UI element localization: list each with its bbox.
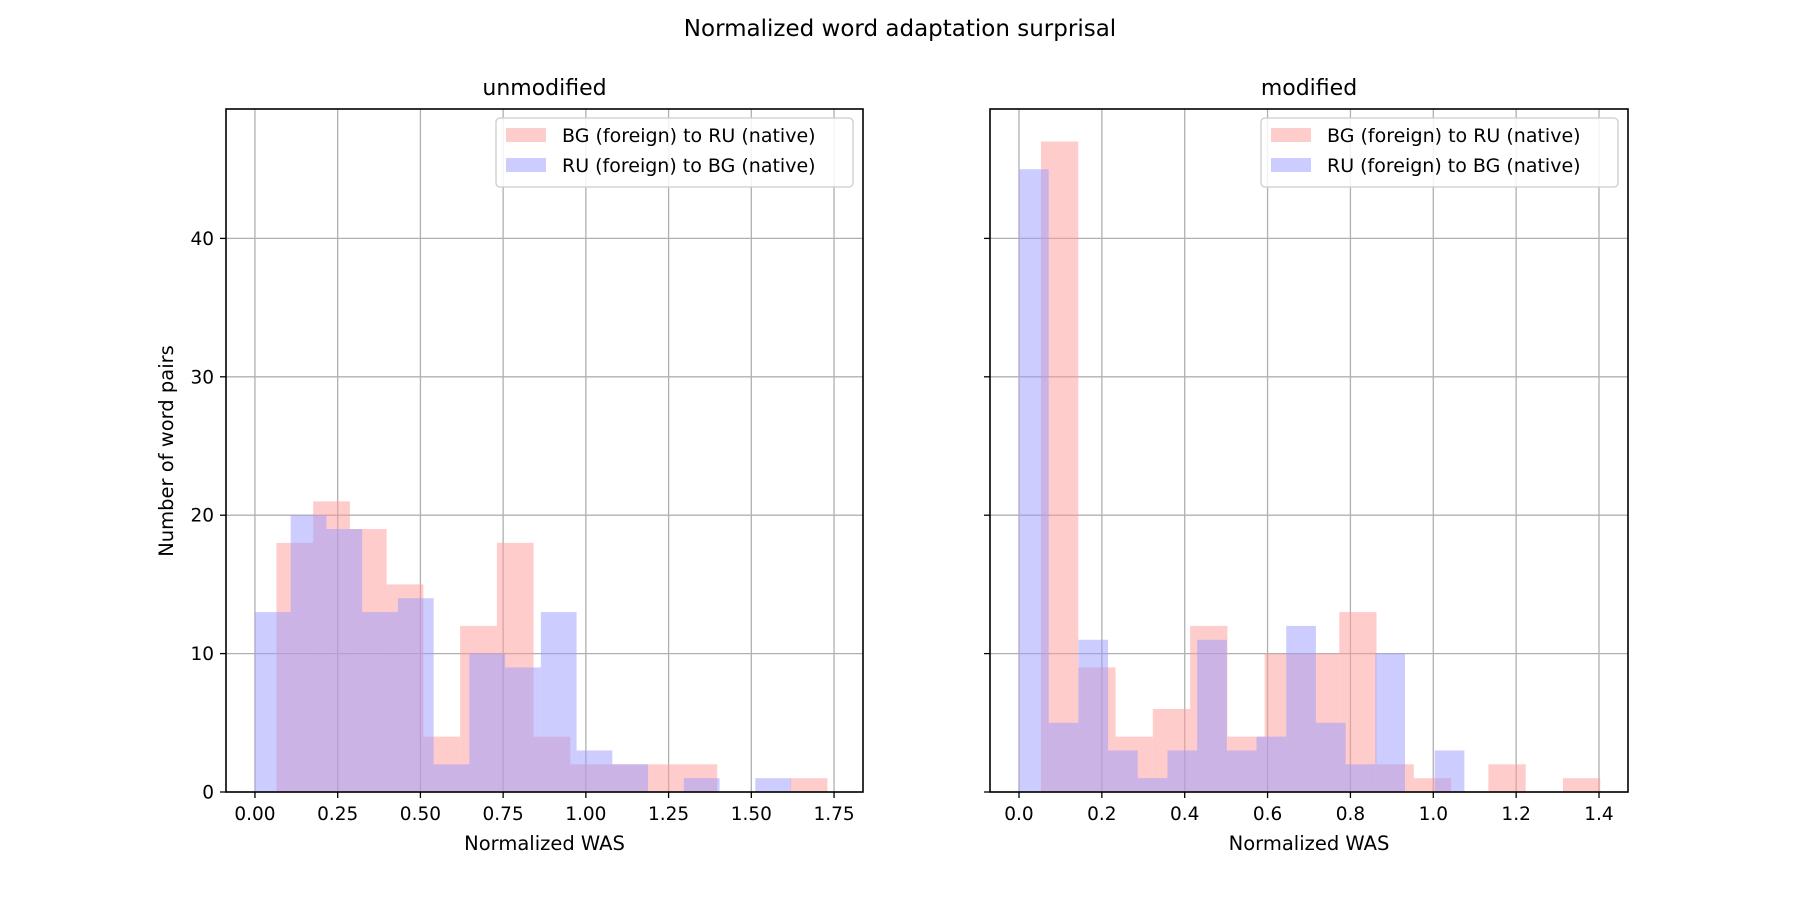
- histogram-bar: [1019, 169, 1049, 793]
- histogram-bar: [1048, 722, 1079, 792]
- legend-swatch: [506, 158, 546, 172]
- legend-label: BG (foreign) to RU (native): [562, 125, 816, 147]
- histogram-bar: [326, 529, 363, 792]
- histogram-bar: [540, 612, 577, 792]
- histogram-bar: [254, 612, 291, 792]
- histogram-bar: [1256, 736, 1287, 792]
- x-tick-label: 0.8: [1336, 804, 1365, 825]
- x-tick-label: 1.25: [648, 804, 689, 825]
- histogram-bar: [469, 653, 506, 792]
- x-tick-label: 0.2: [1087, 804, 1116, 825]
- y-tick-label: 40: [190, 229, 214, 250]
- series-ru_to_bg: [1019, 169, 1465, 793]
- legend-label: RU (foreign) to BG (native): [1327, 155, 1581, 177]
- histogram-bar: [505, 667, 541, 792]
- panel-unmodified: 0.00 0.25 0.50 0.75 1.00 1.25 1.50 1.75 0 10 20 30 4…: [190, 76, 864, 855]
- panel-title: unmodified: [482, 76, 606, 101]
- histogram-bar: [1167, 750, 1198, 792]
- legend-swatch: [1271, 128, 1311, 142]
- legend-swatch: [506, 128, 546, 142]
- histogram-bar: [790, 778, 828, 792]
- histogram-bar: [1197, 639, 1227, 792]
- x-tick-label: 0.50: [400, 804, 441, 825]
- histogram-bar: [576, 750, 613, 792]
- histogram-bar: [1078, 639, 1109, 792]
- legend: BG (foreign) to RU (native) RU (foreign) …: [1260, 117, 1619, 188]
- x-tick-label: 0.75: [483, 804, 524, 825]
- legend-frame: [495, 117, 854, 188]
- histogram-bar: [755, 778, 792, 792]
- histogram-bar: [1137, 778, 1168, 792]
- histogram-bar: [1375, 653, 1405, 792]
- legend-frame: [1260, 117, 1619, 188]
- histogram-bar: [1434, 750, 1465, 792]
- axes-frame: [989, 108, 1629, 793]
- x-tick-label: 1.0: [1419, 804, 1448, 825]
- histogram-bar: [612, 764, 649, 792]
- histogram-bar: [1488, 764, 1526, 792]
- x-axis-label: Normalized WAS: [464, 832, 625, 855]
- x-tick-label: 0.00: [234, 804, 275, 825]
- histogram-bar: [362, 612, 398, 792]
- y-tick-label: 10: [190, 644, 214, 665]
- histogram-bar: [1286, 625, 1316, 792]
- axes-frame: [225, 108, 864, 793]
- y-tick-label: 0: [202, 783, 214, 804]
- x-tick-label: 1.50: [731, 804, 772, 825]
- y-tick-label: 30: [190, 367, 214, 388]
- histogram-bar: [1108, 750, 1138, 792]
- x-tick-label: 0.6: [1253, 804, 1282, 825]
- x-tick-label: 0.25: [317, 804, 358, 825]
- figure-title: Normalized word adaptation surprisal: [684, 16, 1116, 42]
- legend-label: BG (foreign) to RU (native): [1327, 125, 1581, 147]
- legend-swatch: [1271, 158, 1311, 172]
- x-tick-label: 1.00: [565, 804, 606, 825]
- series-ru_to_bg: [254, 515, 792, 792]
- histogram-bar: [1562, 778, 1601, 792]
- histogram-bar: [433, 764, 470, 792]
- x-tick-label: 0.4: [1170, 804, 1199, 825]
- x-tick-label: 1.75: [813, 804, 854, 825]
- histogram-bar: [1226, 750, 1257, 792]
- histogram-bar: [1345, 764, 1376, 792]
- x-tick-label: 1.2: [1501, 804, 1530, 825]
- y-tick-label: 20: [190, 506, 214, 527]
- y-axis-label: Number of word pairs: [155, 345, 178, 557]
- histogram-bar: [397, 598, 434, 792]
- x-tick-label: 1.4: [1584, 804, 1613, 825]
- x-axis-label: Normalized WAS: [1229, 832, 1390, 855]
- histogram-bar: [683, 778, 720, 792]
- panel-title: modified: [1261, 76, 1357, 101]
- histogram-bar: [290, 515, 327, 792]
- histogram-bar: [643, 764, 681, 792]
- panel-modified: 0.0 0.2 0.4 0.6 0.8 1.0 1.2 1.4 modified Normaliz…: [984, 76, 1629, 855]
- x-tick-label: 0.0: [1004, 804, 1033, 825]
- legend: BG (foreign) to RU (native) RU (foreign) …: [495, 117, 854, 188]
- histogram-bar: [1315, 722, 1346, 792]
- legend-label: RU (foreign) to BG (native): [562, 155, 816, 177]
